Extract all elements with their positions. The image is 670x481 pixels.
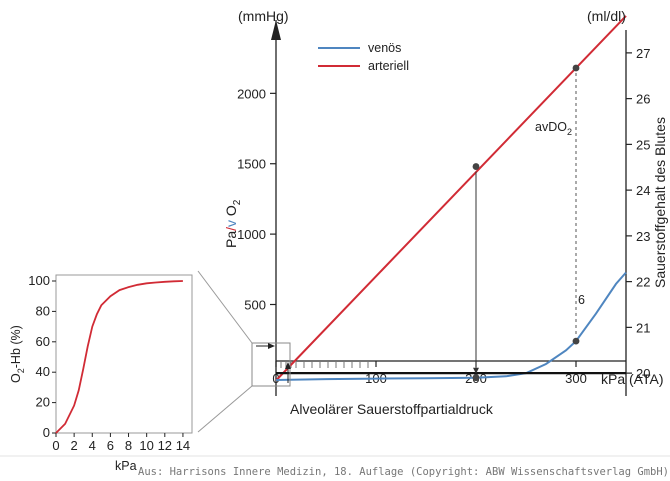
left-y-unit: (mmHg) (238, 8, 289, 24)
annotation-avdo2-sub: 2 (567, 127, 572, 137)
inset-series-group (55, 280, 183, 434)
inset-x-axis-label: kPa (115, 459, 137, 473)
inset-x-tick-label-2: 4 (89, 438, 96, 453)
inset-x-tick-label-0: 0 (52, 438, 59, 453)
left-y-axis-ticks: 500 1000 1500 2000 (237, 86, 276, 313)
inset-y-label-rest: -Hb (%) (9, 325, 23, 368)
left-y-label-sub: 2 (232, 199, 243, 205)
right-y-tick-label-2: 22 (636, 275, 650, 290)
series-group (275, 15, 627, 382)
data-point-1 (472, 374, 480, 382)
data-point-3 (572, 337, 580, 345)
left-y-tick-label-2: 1500 (237, 157, 266, 172)
left-y-axis-arrow (271, 20, 281, 40)
left-y-label-v: v (223, 220, 239, 227)
x-tick-label-0: 0 (272, 371, 279, 386)
legend-label-arteriell: arteriell (368, 59, 409, 73)
zoom-arrow2-head (268, 343, 275, 349)
inset-x-tick-label-4: 8 (125, 438, 132, 453)
right-y-axis-label: Sauerstoffgehalt des Blutes (652, 117, 668, 288)
inset-y-axis-label: O2-Hb (%) (9, 325, 26, 383)
inset-y-tick-label-2: 40 (36, 364, 50, 379)
right-y-tick-label-6: 26 (636, 92, 650, 107)
left-y-label-o: O (223, 205, 239, 220)
x-axis-minor-ticks (280, 362, 369, 368)
inset-y-tick-label-3: 60 (36, 334, 50, 349)
inset-y-tick-label-5: 100 (28, 273, 50, 288)
inset-connector-top (197, 270, 253, 344)
x-tick-label-3: 300 (565, 371, 587, 386)
inset-y-tick-label-1: 20 (36, 395, 50, 410)
inset-series-line-0 (55, 280, 183, 434)
inset-x-tick-label-1: 2 (71, 438, 78, 453)
inset-x-tick-label-6: 12 (158, 438, 172, 453)
left-y-tick-label-3: 2000 (237, 86, 266, 101)
inset-y-tick-label-0: 0 (43, 425, 50, 440)
inset-y-label-o: O (9, 373, 23, 383)
inset-x-tick-label-3: 6 (107, 438, 114, 453)
zoom-arrow-head (285, 362, 291, 369)
inset-frame (55, 274, 193, 434)
series-line-arteriell (275, 15, 627, 382)
right-y-tick-label-4: 24 (636, 183, 650, 198)
data-point-2 (572, 64, 580, 72)
legend: venös arteriell (318, 41, 409, 73)
connectors (473, 73, 577, 374)
legend-label-venoes: venös (368, 41, 401, 55)
left-y-axis-label: Pa/v O2 (223, 199, 243, 248)
inset-connector-bottom (197, 385, 253, 433)
right-y-unit: (ml/dl) (587, 8, 626, 24)
data-points (472, 64, 580, 382)
inset-x-tick-label-5: 10 (139, 438, 153, 453)
inset-y-label-sub: 2 (16, 368, 26, 373)
connector-200-arrow (473, 367, 479, 374)
left-y-tick-label-0: 500 (244, 298, 266, 313)
right-y-axis-ticks: 20 21 22 23 24 25 26 27 (626, 46, 650, 381)
left-y-label-pa: Pa (223, 231, 239, 248)
footer-credit: Aus: Harrisons Innere Medizin, 18. Aufla… (138, 466, 669, 478)
right-y-tick-label-1: 21 (636, 320, 650, 335)
annotation-avdo2: avDO2 (535, 120, 572, 137)
x-axis-label: Alveolärer Sauerstoffpartialdruck (290, 401, 494, 417)
inset-x-tick-label-7: 14 (176, 438, 190, 453)
left-y-tick-label-1: 1000 (237, 227, 266, 242)
data-point-0 (472, 163, 480, 170)
right-y-tick-label-3: 23 (636, 229, 650, 244)
annotation-six: 6 (578, 293, 585, 307)
right-y-tick-label-0: 20 (636, 366, 650, 381)
right-y-tick-label-7: 27 (636, 46, 650, 61)
inset-y-tick-label-4: 80 (36, 303, 50, 318)
zoom-box (251, 342, 291, 387)
annotation-avdo2-text: avDO (535, 120, 567, 134)
right-y-tick-label-5: 25 (636, 137, 650, 152)
x-axis-unit: kPa (ATA) (601, 371, 664, 387)
left-y-label-slash: / (223, 227, 239, 231)
